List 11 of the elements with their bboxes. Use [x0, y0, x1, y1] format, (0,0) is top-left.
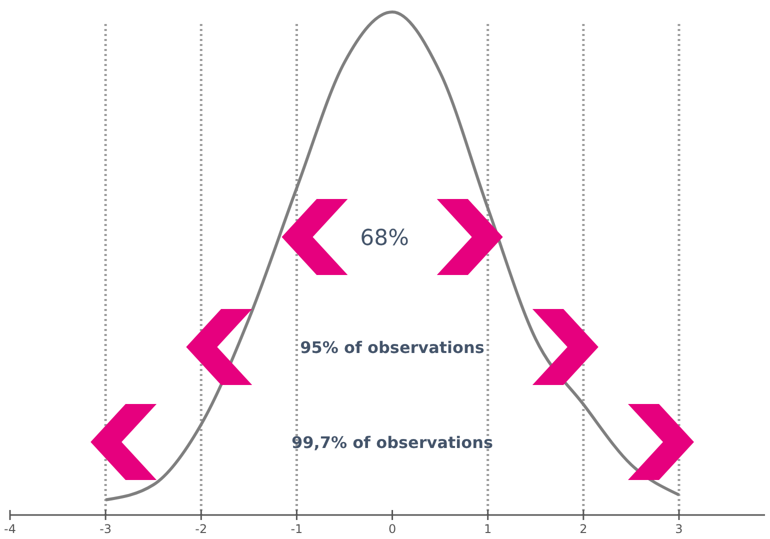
x-tick-label: -4: [4, 522, 16, 536]
x-tick-label: 3: [675, 522, 683, 536]
x-tick-label: -2: [195, 522, 208, 536]
annotation: 99,7% of observations: [291, 433, 494, 452]
x-tick-label: 0: [388, 522, 396, 536]
x-tick-label: 2: [580, 522, 588, 536]
x-tick-label: 1: [484, 522, 492, 536]
annotation: 68%: [360, 226, 410, 251]
x-tick-label: -1: [290, 522, 303, 536]
x-tick-label: -3: [100, 522, 112, 536]
annotation: 95% of observations: [300, 338, 484, 357]
